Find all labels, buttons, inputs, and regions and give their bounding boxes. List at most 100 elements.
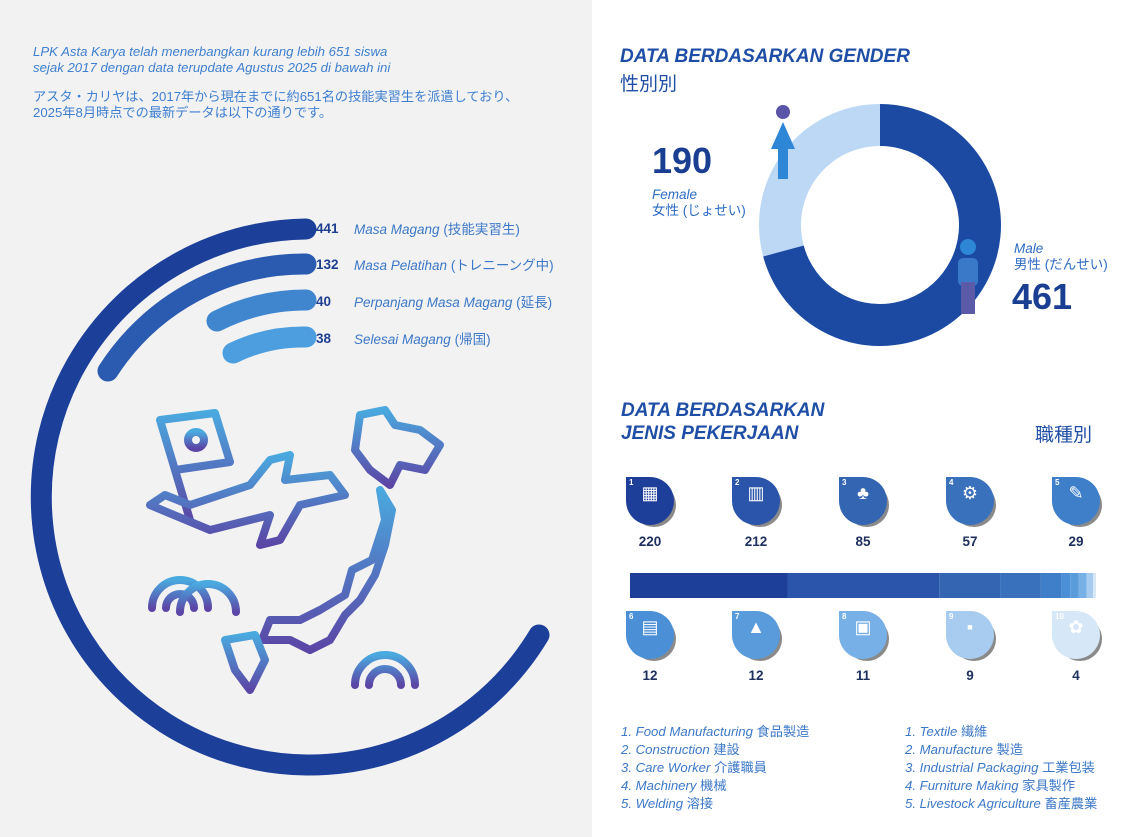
job-badge: 5 ✎ xyxy=(1052,477,1102,527)
donut-slices xyxy=(759,104,1001,346)
stacked-bar-segment-6 xyxy=(1061,573,1071,598)
legend-item-id: 4. Machinery xyxy=(621,778,697,793)
job-value: 85 xyxy=(855,534,871,549)
job-value: 12 xyxy=(748,668,764,683)
job-item: 2 ▥ 212 xyxy=(726,477,786,549)
male-icon xyxy=(958,239,978,314)
badge-fill xyxy=(626,477,674,525)
stacked-bar-segment-2 xyxy=(787,573,940,598)
job-item: 7 ▲ 12 xyxy=(726,611,786,683)
status-label: Masa Pelatihan (トレニーング中) xyxy=(354,254,554,274)
status-value: 40 xyxy=(316,293,332,309)
textile-icon: ▤ xyxy=(641,617,659,637)
job-value: 4 xyxy=(1072,668,1080,683)
welding-icon: ✎ xyxy=(1068,483,1084,503)
job-item: 5 ✎ 29 xyxy=(1046,477,1106,549)
badge-number: 5 xyxy=(1055,478,1060,487)
status-value: 132 xyxy=(316,256,339,272)
status-row: 38 Selesai Magang (帰国) xyxy=(316,327,491,349)
female-value: 190 xyxy=(652,140,713,181)
legend-item-jp: 食品製造 xyxy=(756,724,810,739)
male-label: Male xyxy=(1014,241,1044,256)
status-label-id: Perpanjang Masa Magang xyxy=(354,295,513,310)
legend-item: 1. Food Manufacturing 食品製造 xyxy=(621,723,809,741)
status-label-id: Masa Pelatihan xyxy=(354,258,448,273)
gender-title: DATA BERDASARKAN GENDER xyxy=(620,46,910,67)
donut-slice-female xyxy=(759,104,880,257)
japan-plane-illustration xyxy=(146,406,444,694)
legend-item: 5. Welding 溶接 xyxy=(621,795,809,813)
construction-icon: ▥ xyxy=(747,483,765,503)
status-label-id: Masa Magang xyxy=(354,222,440,237)
outer-arc xyxy=(30,218,550,776)
care-worker-icon: ♣ xyxy=(857,483,869,503)
status-label-jp: (帰国) xyxy=(454,332,491,347)
badge-fill xyxy=(946,611,994,659)
status-value: 441 xyxy=(316,220,339,236)
job-badge: 7 ▲ xyxy=(732,611,782,661)
female-label-block: Female 女性 (じょせい) xyxy=(652,187,746,219)
badge-fill xyxy=(1052,611,1100,659)
job-badge: 1 ▦ xyxy=(626,477,676,527)
legend-item: 2. Manufacture 製造 xyxy=(905,741,1097,759)
status-label-jp: (技能実習生) xyxy=(443,222,520,237)
wave-icon xyxy=(148,576,212,612)
hokkaido-icon xyxy=(351,406,444,489)
status-label-jp: (延長) xyxy=(516,295,553,310)
intro-text: LPK Asta Karya telah menerbangkan kurang… xyxy=(33,44,573,121)
status-label: Perpanjang Masa Magang (延長) xyxy=(354,291,552,311)
stacked-bar-segment-10 xyxy=(1093,573,1096,598)
status-label-id: Selesai Magang xyxy=(354,332,451,347)
legend-item: 3. Industrial Packaging 工業包装 xyxy=(905,759,1097,777)
female-icon xyxy=(771,105,795,179)
stacked-bar-segments xyxy=(630,573,1096,598)
status-value: 38 xyxy=(316,330,332,346)
manufacture-icon: ▲ xyxy=(747,617,765,637)
legend-item: 3. Care Worker 介護職員 xyxy=(621,759,809,777)
legend-item-jp: 溶接 xyxy=(686,796,714,811)
intro-jp-line2: 2025年8月時点での最新データは以下の通りです。 xyxy=(33,105,333,120)
status-arc-4 xyxy=(222,326,317,364)
legend-item-id: 3. Industrial Packaging xyxy=(905,760,1039,775)
stacked-bar-segment-3 xyxy=(939,573,1001,598)
status-row: 40 Perpanjang Masa Magang (延長) xyxy=(316,290,552,312)
stacked-bar-segment-9 xyxy=(1086,573,1094,598)
intro-jp-line1: アスタ・カリヤは、2017年から現在までに約651名の技能実習生を派遣しており、 xyxy=(33,89,519,104)
machinery-icon: ⚙ xyxy=(961,483,979,503)
jobs-title-jp: 職種別 xyxy=(1035,425,1093,446)
legend-item: 2. Construction 建設 xyxy=(621,741,809,759)
airplane-icon xyxy=(146,451,349,549)
legend-item-jp: 畜産農業 xyxy=(1044,796,1098,811)
furniture-making-icon: ▪ xyxy=(966,617,974,637)
job-value: 57 xyxy=(962,534,978,549)
stacked-bar-segment-1 xyxy=(630,573,788,598)
status-arc-chart xyxy=(30,218,550,776)
status-label: Masa Magang (技能実習生) xyxy=(354,218,520,238)
status-label: Selesai Magang (帰国) xyxy=(354,328,491,348)
legend-item-jp: 繊維 xyxy=(960,724,988,739)
legend-item-id: 1. Textile xyxy=(905,724,958,739)
job-value: 9 xyxy=(966,668,974,683)
legend-item: 1. Textile 繊維 xyxy=(905,723,1097,741)
stacked-bar-segment-5 xyxy=(1040,573,1062,598)
job-badge: 2 ▥ xyxy=(732,477,782,527)
badge-number: 7 xyxy=(735,612,740,621)
job-value: 11 xyxy=(855,668,871,683)
job-item: 1 ▦ 220 xyxy=(620,477,680,549)
male-label-jp: 男性 (だんせい) xyxy=(1014,257,1108,272)
legend-item-id: 5. Livestock Agriculture xyxy=(905,796,1041,811)
male-value: 461 xyxy=(1012,276,1073,317)
badge-fill xyxy=(732,477,780,525)
job-badge: 10 ✿ xyxy=(1052,611,1102,661)
jobs-title-line1: DATA BERDASARKAN xyxy=(621,400,825,421)
job-value: 12 xyxy=(642,668,658,683)
legend-item: 4. Machinery 機械 xyxy=(621,777,809,795)
job-badge: 9 ▪ xyxy=(946,611,996,661)
legend-item-jp: 建設 xyxy=(713,742,740,757)
legend-item-id: 4. Furniture Making xyxy=(905,778,1019,793)
stacked-bar-segment-7 xyxy=(1070,573,1079,598)
badge-fill xyxy=(626,611,674,659)
job-value: 29 xyxy=(1068,534,1084,549)
legend-item-jp: 工業包装 xyxy=(1042,760,1095,775)
legend-item-jp: 家具製作 xyxy=(1022,778,1076,793)
